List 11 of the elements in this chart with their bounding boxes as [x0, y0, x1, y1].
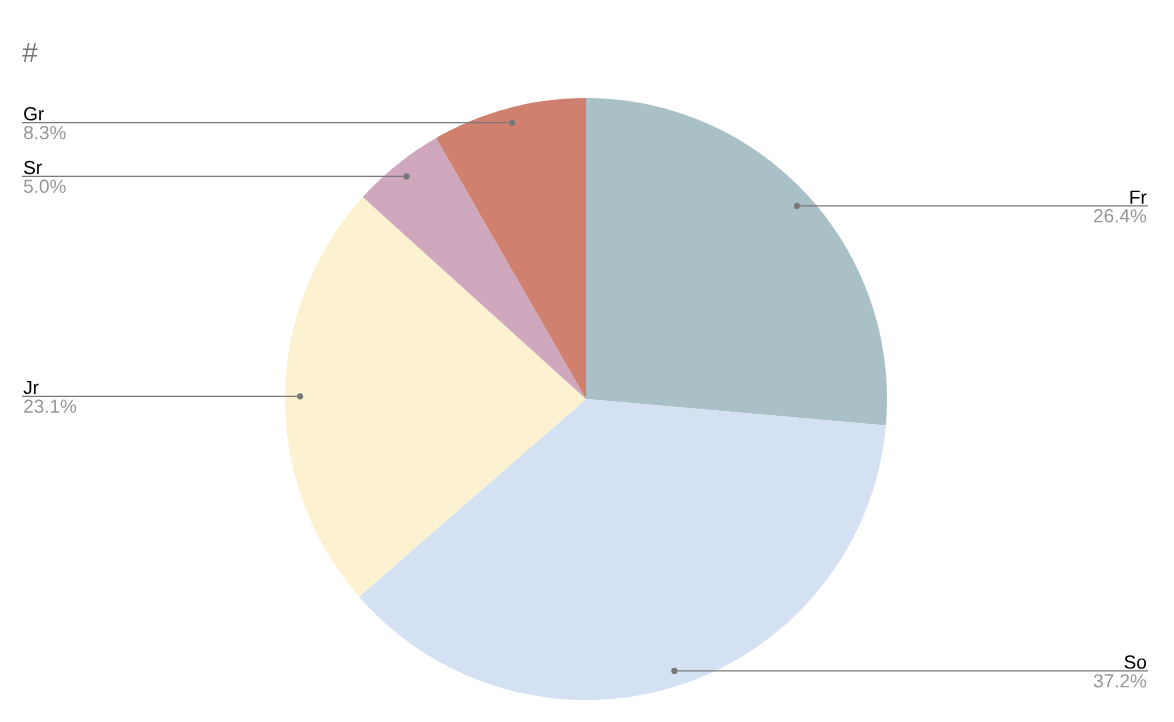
data-label: 37.2% [1093, 674, 1147, 688]
slice-label: Fr [1130, 190, 1147, 204]
data-label: 26.4% [1094, 209, 1147, 223]
data-label: 5.0% [23, 179, 66, 193]
data-label: 8.3% [24, 125, 66, 140]
slice-label: So [1124, 655, 1147, 669]
slice-label: Jr [23, 380, 39, 395]
chart-title: # [22, 42, 38, 62]
data-label: 23.1% [24, 399, 77, 413]
slice-label: Gr [24, 107, 44, 121]
slice-label: Sr [24, 160, 42, 175]
